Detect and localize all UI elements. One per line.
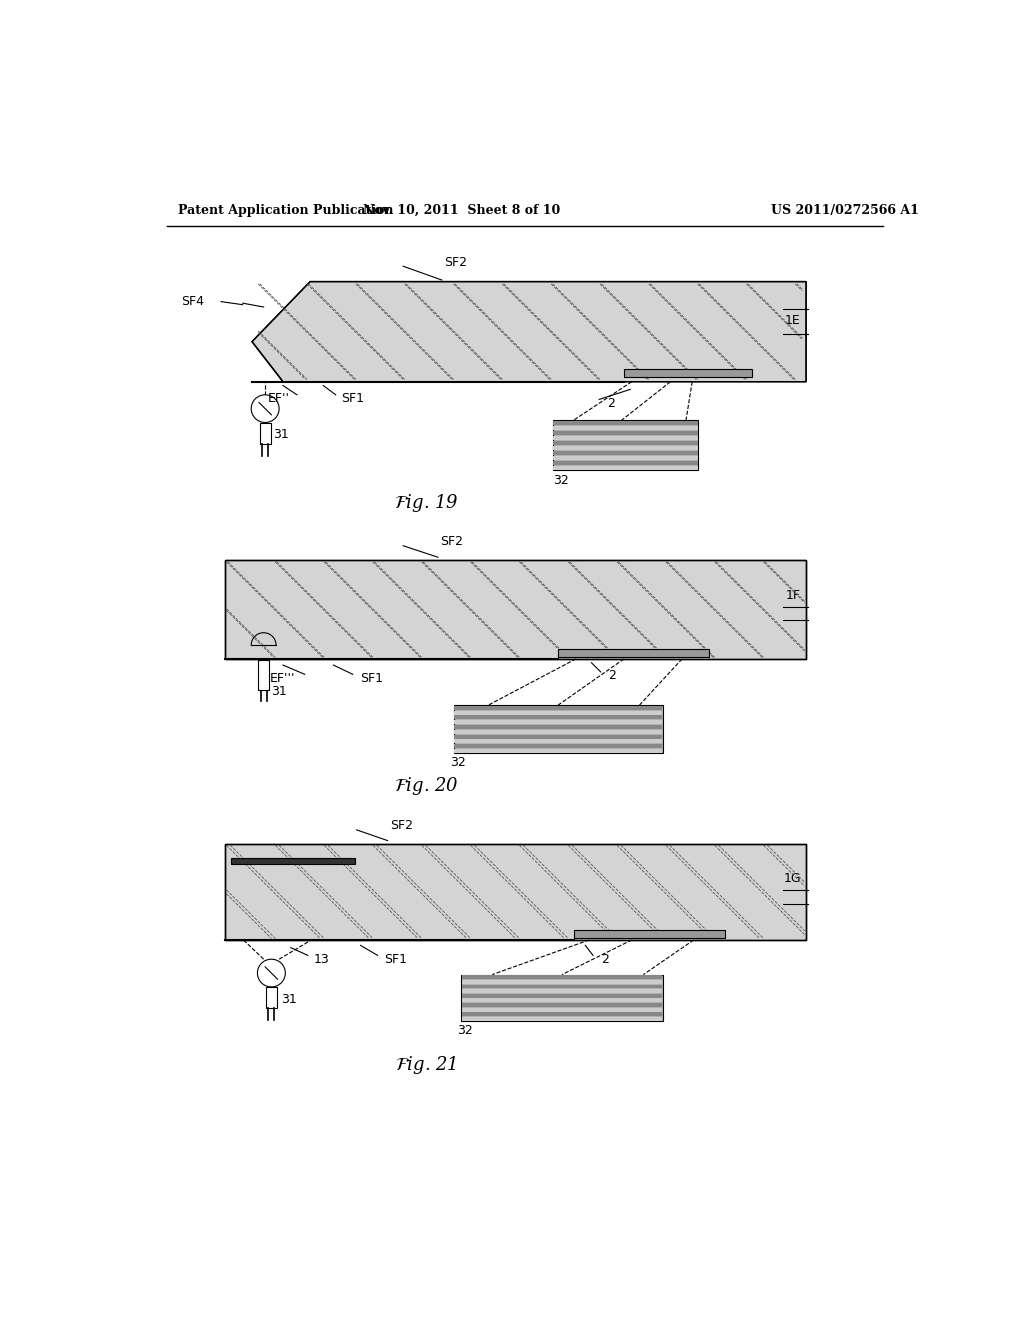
Text: 2: 2: [601, 953, 608, 966]
Bar: [554, 432, 697, 436]
Bar: [462, 1003, 662, 1007]
Bar: [554, 436, 697, 441]
Text: SF2: SF2: [390, 820, 413, 833]
Bar: [455, 715, 662, 719]
Bar: [462, 979, 662, 983]
Bar: [462, 994, 662, 998]
Bar: [455, 739, 662, 743]
Bar: [260, 422, 270, 444]
Bar: [554, 441, 697, 445]
Bar: [462, 975, 662, 979]
Bar: [624, 370, 752, 378]
Text: SF2: SF2: [444, 256, 467, 269]
Bar: [461, 974, 663, 1020]
Text: EF''': EF''': [270, 672, 295, 685]
Text: SF2: SF2: [440, 536, 463, 548]
Text: 1G: 1G: [784, 871, 802, 884]
Text: $\mathcal{F}$ig. 21: $\mathcal{F}$ig. 21: [395, 1055, 458, 1077]
Bar: [554, 446, 697, 450]
Bar: [462, 985, 662, 989]
Circle shape: [257, 960, 286, 987]
Text: 1E: 1E: [785, 314, 801, 326]
Bar: [462, 1012, 662, 1016]
Text: $\mathcal{F}$ig. 19: $\mathcal{F}$ig. 19: [394, 492, 459, 515]
Bar: [554, 421, 697, 425]
Bar: [454, 705, 663, 752]
Bar: [558, 649, 710, 656]
Text: 32: 32: [458, 1023, 473, 1036]
Text: Patent Application Publication: Patent Application Publication: [178, 205, 394, 218]
Bar: [573, 929, 725, 937]
Text: 32: 32: [450, 756, 465, 770]
Bar: [455, 706, 662, 710]
Polygon shape: [252, 281, 806, 381]
Bar: [455, 725, 662, 729]
Bar: [231, 858, 355, 863]
Polygon shape: [225, 561, 806, 659]
Text: $\mathcal{F}$ig. 20: $\mathcal{F}$ig. 20: [394, 775, 459, 797]
Bar: [462, 998, 662, 1002]
Circle shape: [251, 395, 280, 422]
Text: 32: 32: [553, 474, 568, 487]
Text: 2: 2: [608, 669, 616, 682]
Text: 1F: 1F: [785, 589, 801, 602]
Text: SF4: SF4: [180, 296, 204, 308]
Bar: [462, 1007, 662, 1011]
Bar: [554, 461, 697, 465]
Bar: [554, 466, 697, 470]
Text: US 2011/0272566 A1: US 2011/0272566 A1: [771, 205, 920, 218]
Text: 31: 31: [273, 428, 289, 441]
Text: 2: 2: [607, 397, 614, 409]
Polygon shape: [225, 843, 806, 940]
Bar: [554, 451, 697, 455]
Bar: [554, 455, 697, 461]
Bar: [258, 660, 269, 689]
Text: SF1: SF1: [384, 953, 407, 966]
Text: SF1: SF1: [360, 672, 384, 685]
Bar: [462, 1016, 662, 1020]
Bar: [462, 989, 662, 993]
Text: EF'': EF'': [267, 392, 290, 405]
Bar: [455, 744, 662, 748]
Bar: [455, 710, 662, 714]
Bar: [455, 748, 662, 752]
Text: 31: 31: [271, 685, 287, 698]
Text: Nov. 10, 2011  Sheet 8 of 10: Nov. 10, 2011 Sheet 8 of 10: [362, 205, 560, 218]
Bar: [455, 734, 662, 738]
Text: SF1: SF1: [341, 392, 365, 405]
Text: 13: 13: [314, 953, 330, 966]
Bar: [455, 721, 662, 725]
Bar: [455, 730, 662, 734]
Bar: [554, 426, 697, 430]
Text: 31: 31: [281, 993, 296, 1006]
Bar: [266, 987, 276, 1008]
Bar: [553, 420, 698, 470]
